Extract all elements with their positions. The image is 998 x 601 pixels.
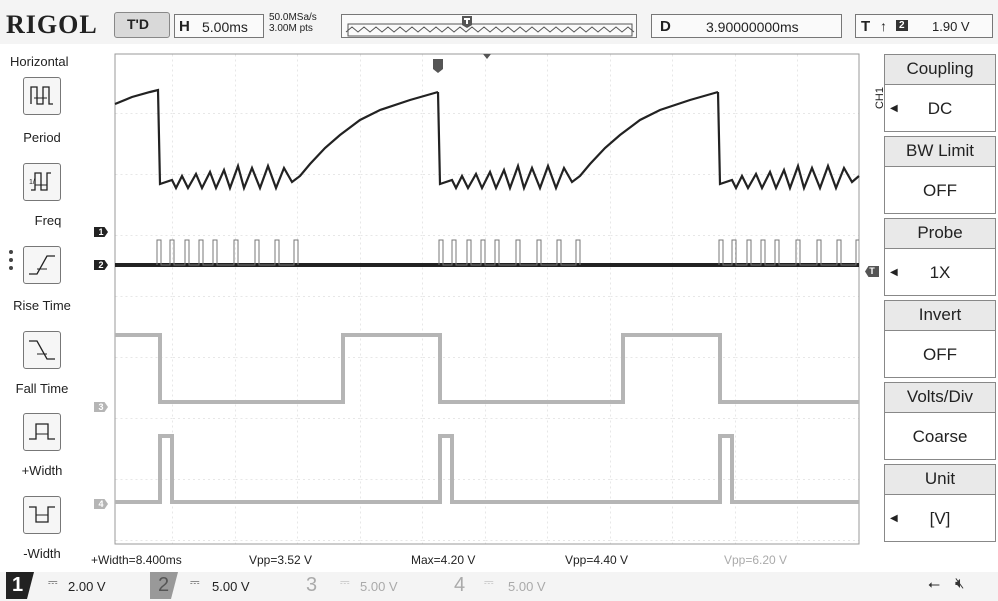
ch2-trace <box>115 239 859 267</box>
ch1-scale-tab[interactable]: 1 ⎓ 2.00 V <box>6 572 148 599</box>
brand-logo: RIGOL <box>6 10 98 39</box>
ch4-ground-marker[interactable]: 4 <box>94 499 108 509</box>
measurement-vpp-3: Vpp=6.20 V <box>724 553 788 567</box>
minus-width-button[interactable] <box>23 496 61 534</box>
usb-icon: ⭠ <box>928 576 941 593</box>
rising-edge-icon: ↑ <box>880 18 887 34</box>
delay-box[interactable]: D 3.90000000ms <box>651 14 842 38</box>
left-arrow-icon: ◀ <box>890 267 898 278</box>
measurement-max: Max=4.20 V <box>411 553 476 567</box>
measurement-vpp-1: Vpp=3.52 V <box>249 553 313 567</box>
waveform-display[interactable] <box>110 52 864 546</box>
dc-coupling-icon: ⎓ <box>48 575 58 589</box>
ch3-trace <box>115 333 859 404</box>
ch1-trace <box>114 88 860 192</box>
trigger-position-arrow-icon <box>483 54 491 59</box>
coupling-softkey[interactable]: Coupling ◀ DC <box>884 54 996 132</box>
minus-width-icon <box>29 506 55 523</box>
grid <box>115 54 859 544</box>
sample-rate-readout: 50.0MSa/s <box>269 12 317 23</box>
minus-width-label: -Width <box>23 546 61 561</box>
period-button[interactable] <box>23 77 61 115</box>
rise-time-icon <box>29 255 55 275</box>
fall-time-button[interactable] <box>23 331 61 369</box>
dc-coupling-icon: ⎓ <box>484 575 494 589</box>
memory-overview-bar[interactable] <box>341 14 637 38</box>
period-icon <box>30 86 53 105</box>
trigger-source-badge: 2 <box>896 20 908 31</box>
ch4-trace <box>115 434 859 504</box>
fall-time-label: Fall Time <box>15 381 69 396</box>
unit-softkey[interactable]: Unit ◀ [V] <box>884 464 996 542</box>
freq-label: Freq <box>34 213 62 228</box>
plus-width-button[interactable] <box>23 413 61 451</box>
trigger-position-icon <box>462 16 472 28</box>
ch3-scale-tab[interactable]: 3 ⎓ 5.00 V <box>306 574 398 596</box>
trigger-info-box[interactable]: T ↑ 2 1.90 V <box>855 14 993 38</box>
dc-coupling-icon: ⎓ <box>190 575 200 589</box>
period-label: Period <box>23 130 61 145</box>
trigger-level-marker[interactable]: T <box>865 266 879 277</box>
probe-softkey[interactable]: Probe ◀ 1X <box>884 218 996 296</box>
rise-time-label: Rise Time <box>13 298 71 313</box>
fall-time-icon <box>29 340 55 360</box>
horizontal-menu-title: Horizontal <box>10 54 69 69</box>
invert-softkey[interactable]: Invert OFF <box>884 300 996 378</box>
sound-mute-icon[interactable]: 🔇︎ <box>955 575 965 592</box>
trigger-marker-icon <box>433 59 443 73</box>
freq-button[interactable]: 1/ <box>23 163 61 201</box>
trigger-status-badge: T'D <box>114 12 170 38</box>
rise-time-button[interactable] <box>23 246 61 284</box>
svg-text:1/: 1/ <box>29 179 35 186</box>
ch3-ground-marker[interactable]: 3 <box>94 402 108 412</box>
left-arrow-icon: ◀ <box>890 513 898 524</box>
ch2-ground-marker[interactable]: 2 <box>94 260 108 270</box>
left-arrow-icon: ◀ <box>890 103 898 114</box>
ch2-scale-tab[interactable]: 2 ⎓ 5.00 V <box>150 572 292 599</box>
ch4-scale-tab[interactable]: 4 ⎓ 5.00 V <box>454 574 546 596</box>
dc-coupling-icon: ⎓ <box>340 575 350 589</box>
memory-depth-readout: 3.00M pts <box>269 23 313 34</box>
measurement-plus-width: +Width=8.400ms <box>91 553 182 567</box>
volts-div-softkey[interactable]: Volts/Div Coarse <box>884 382 996 460</box>
timebase-box[interactable]: H 5.00ms <box>174 14 264 38</box>
ch1-ground-marker[interactable]: 1 <box>94 227 108 237</box>
plus-width-icon <box>29 423 55 440</box>
measurement-vpp-2: Vpp=4.40 V <box>565 553 629 567</box>
memory-wave-icon <box>345 23 635 37</box>
frequency-icon: 1/ <box>29 172 51 191</box>
menu-page-indicator <box>9 250 14 270</box>
bw-limit-softkey[interactable]: BW Limit OFF <box>884 136 996 214</box>
plus-width-label: +Width <box>21 463 63 478</box>
